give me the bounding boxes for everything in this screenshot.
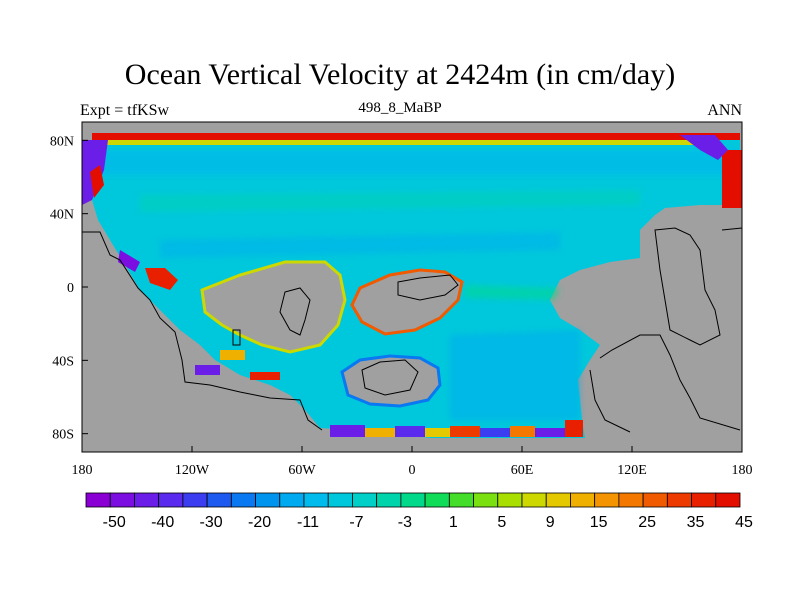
southern-margin xyxy=(195,350,583,437)
x-tick-label: 0 xyxy=(409,463,416,478)
colorbar-box xyxy=(109,492,135,508)
colorbar-box xyxy=(158,492,184,508)
colorbar-label: 15 xyxy=(590,514,608,531)
field-mid-lanes xyxy=(140,190,640,212)
colorbar-label: 25 xyxy=(638,514,656,531)
field-south-ocean xyxy=(450,330,580,420)
season-label: ANN xyxy=(707,102,742,119)
colorbar-box xyxy=(182,492,208,508)
colorbar-box xyxy=(691,492,717,508)
colorbar-box xyxy=(666,492,692,508)
field-lower-lanes xyxy=(160,232,560,258)
field-north-band xyxy=(100,150,740,175)
colorbar-box xyxy=(134,492,160,508)
colorbar-box xyxy=(618,492,644,508)
colorbar-box xyxy=(279,492,305,508)
northwest-red xyxy=(90,165,104,198)
colorbar-box xyxy=(85,492,111,508)
colorbar-box xyxy=(424,492,450,508)
y-tick-label: 40N xyxy=(50,208,74,223)
colorbar-label: -3 xyxy=(398,514,412,531)
colorbar-label: -40 xyxy=(151,514,174,531)
y-axis: 80N 40N 0 40S 80S xyxy=(50,134,88,443)
west-coast-purple xyxy=(118,250,140,272)
x-tick-label: 120E xyxy=(617,463,647,478)
colorbar-label: -11 xyxy=(297,514,319,531)
land-east-continent xyxy=(352,270,462,334)
south-continent-rim xyxy=(340,354,442,408)
x-tick-label: 180 xyxy=(732,463,753,478)
colorbar-label: -20 xyxy=(248,514,271,531)
colorbar-label: 1 xyxy=(449,514,458,531)
east-continent-rim xyxy=(350,268,464,336)
x-tick-label: 60E xyxy=(511,463,534,478)
colorbar-box xyxy=(715,492,741,508)
experiment-label: Expt = tfKSw xyxy=(80,102,170,119)
colorbar-box xyxy=(327,492,353,508)
colorbar-box xyxy=(303,492,329,508)
y-tick-label: 80S xyxy=(52,428,74,443)
colorbar-box xyxy=(255,492,281,508)
x-tick-label: 60W xyxy=(288,463,316,478)
x-tick-label: 120W xyxy=(175,463,210,478)
chart-title: Ocean Vertical Velocity at 2424m (in cm/… xyxy=(124,58,676,91)
colorbar-box xyxy=(497,492,523,508)
colorbar-label: 9 xyxy=(546,514,555,531)
colorbar-box xyxy=(545,492,571,508)
colorbar-box xyxy=(206,492,232,508)
field-equatorial xyxy=(465,285,560,300)
colorbar xyxy=(85,492,741,508)
colorbar-label: 5 xyxy=(497,514,506,531)
colorbar-box xyxy=(400,492,426,508)
colorbar-label: -7 xyxy=(349,514,363,531)
west-coast-red xyxy=(145,268,178,290)
colorbar-box xyxy=(376,492,402,508)
central-continent-rim xyxy=(200,260,347,354)
colorbar-box xyxy=(230,492,256,508)
colorbar-box xyxy=(594,492,620,508)
north-boundary-upwelling xyxy=(92,133,740,140)
x-tick-label: 180 xyxy=(72,463,93,478)
coastlines xyxy=(82,227,742,433)
y-tick-label: 0 xyxy=(67,281,74,296)
colorbar-label: 35 xyxy=(687,514,705,531)
colorbar-box xyxy=(570,492,596,508)
colorbar-label: -50 xyxy=(103,514,126,531)
colorbar-label: 45 xyxy=(735,514,753,531)
x-axis: 180 120W 60W 0 60E 120E 180 xyxy=(72,446,753,478)
y-tick-label: 40S xyxy=(52,354,74,369)
y-tick-label: 80N xyxy=(50,134,74,149)
colorbar-box xyxy=(352,492,378,508)
colorbar-box xyxy=(473,492,499,508)
age-label: 498_8_MaBP xyxy=(358,100,442,116)
colorbar-labels: -50 -40 -30 -20 -11 -7 -3 1 5 9 15 25 35 45 xyxy=(103,514,753,531)
colorbar-box xyxy=(521,492,547,508)
colorbar-box xyxy=(642,492,668,508)
colorbar-box xyxy=(448,492,474,508)
colorbar-label: -30 xyxy=(200,514,223,531)
northeast-red-block xyxy=(722,150,742,208)
north-boundary-yellow xyxy=(100,140,720,145)
northeast-purple xyxy=(680,135,728,160)
